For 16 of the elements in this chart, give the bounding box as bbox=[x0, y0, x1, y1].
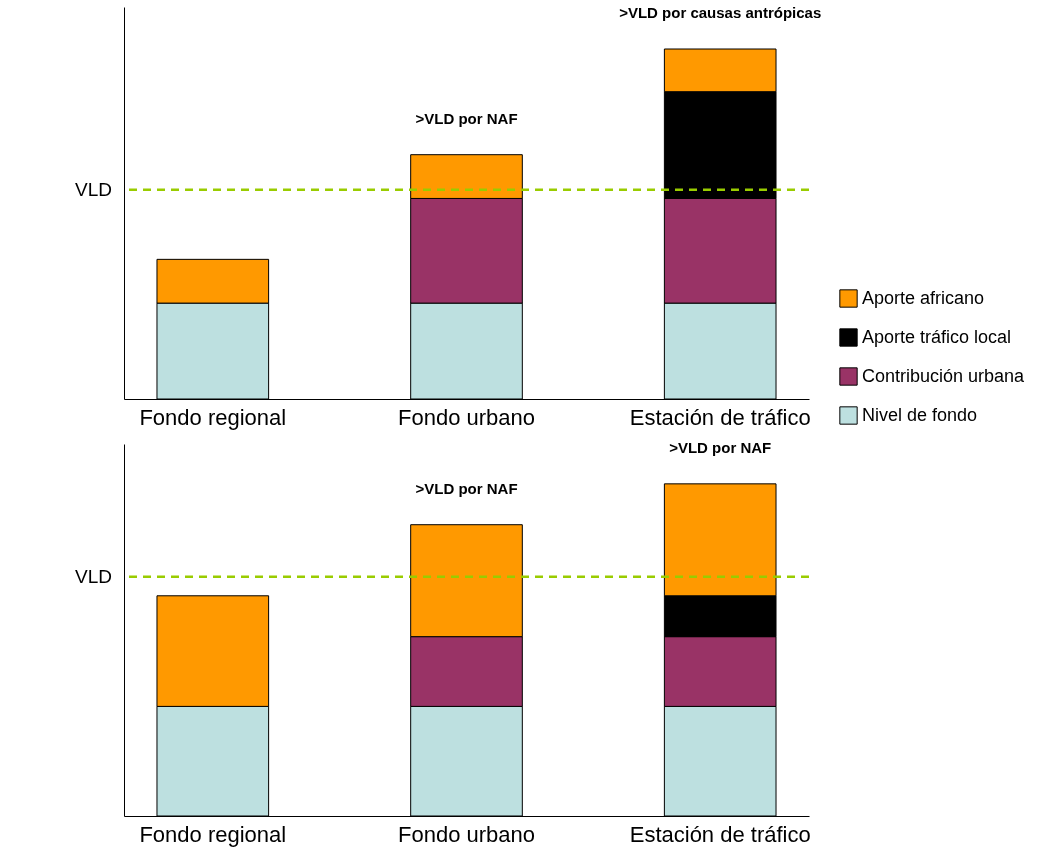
x-tick-label: Estación de tráfico bbox=[629, 404, 811, 430]
annotation: >VLD por NAF bbox=[415, 109, 518, 127]
legend-label: Nivel de fondo bbox=[862, 404, 978, 425]
legend-label: Contribución urbana bbox=[862, 365, 1026, 386]
x-tick-label: Estación de tráfico bbox=[629, 821, 811, 847]
annotation: >VLD por NAF bbox=[415, 479, 518, 497]
annotation: >VLD por NAF bbox=[669, 438, 772, 456]
legend-label: Aporte africano bbox=[862, 287, 985, 308]
x-tick-label: Fondo regional bbox=[139, 821, 287, 847]
annotation: >VLD por causas antrópicas bbox=[619, 4, 822, 21]
x-tick-label: Fondo urbano bbox=[398, 404, 535, 430]
ref-line-label: VLD bbox=[75, 565, 112, 587]
legend-label: Aporte tráfico local bbox=[862, 326, 1012, 347]
x-tick-label: Fondo urbano bbox=[398, 821, 535, 847]
ref-line-label: VLD bbox=[75, 178, 112, 200]
x-tick-label: Fondo regional bbox=[139, 404, 287, 430]
